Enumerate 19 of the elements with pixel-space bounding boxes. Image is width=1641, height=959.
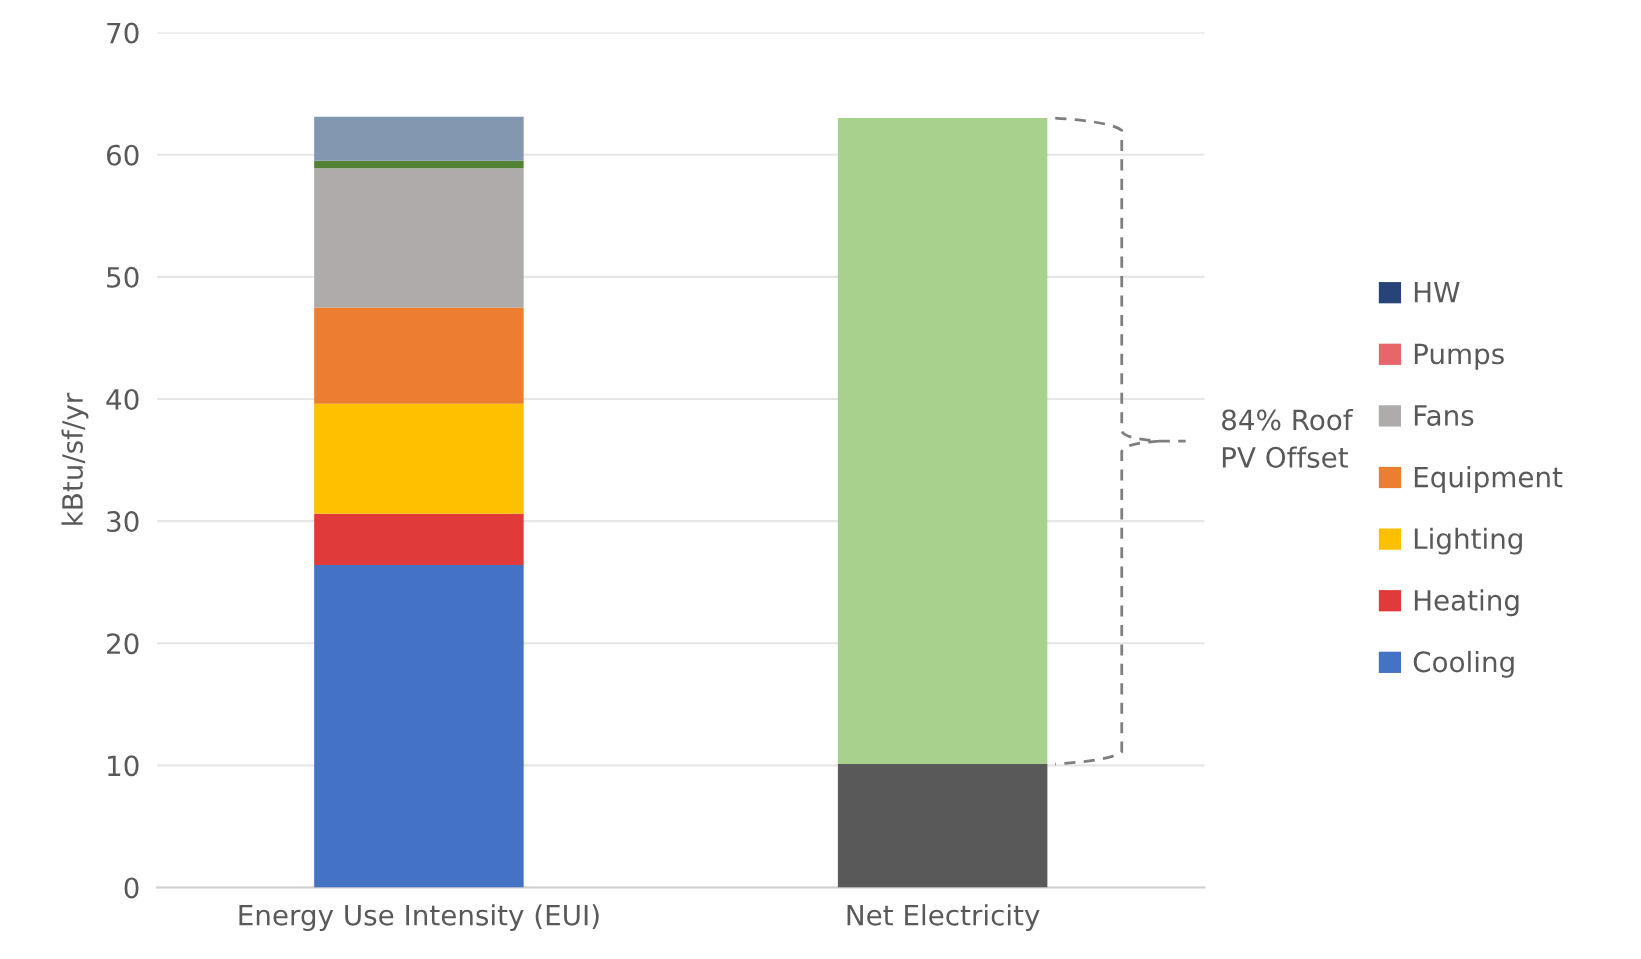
legend-label: Cooling: [1413, 650, 1514, 678]
y-tick-label: 50: [107, 266, 139, 288]
y-tick-label: 30: [107, 511, 139, 533]
legend-label: HW: [1414, 282, 1460, 303]
y-axis-title: kBtu/sf/yr: [61, 392, 89, 525]
y-tick-label: 0: [124, 877, 139, 899]
legend-label: Heating: [1414, 589, 1519, 617]
x-tick-label: Net Electricity: [847, 904, 1040, 932]
y-tick-label: 70: [107, 22, 139, 44]
legend-label: Equipment: [1414, 466, 1563, 493]
legend-label: Pumps: [1414, 343, 1504, 370]
x-tick-label: Energy Use Intensity (EUI): [239, 904, 599, 932]
y-tick-label: 20: [107, 633, 139, 655]
y-tick-label: 10: [108, 755, 139, 777]
text: 84% Roof PV Offset: [1222, 408, 1354, 468]
y-tick-label: 60: [106, 144, 139, 166]
y-tick-label: 40: [106, 388, 139, 410]
legend-label: Fans: [1414, 405, 1474, 426]
legend-label: Lighting: [1414, 527, 1522, 555]
